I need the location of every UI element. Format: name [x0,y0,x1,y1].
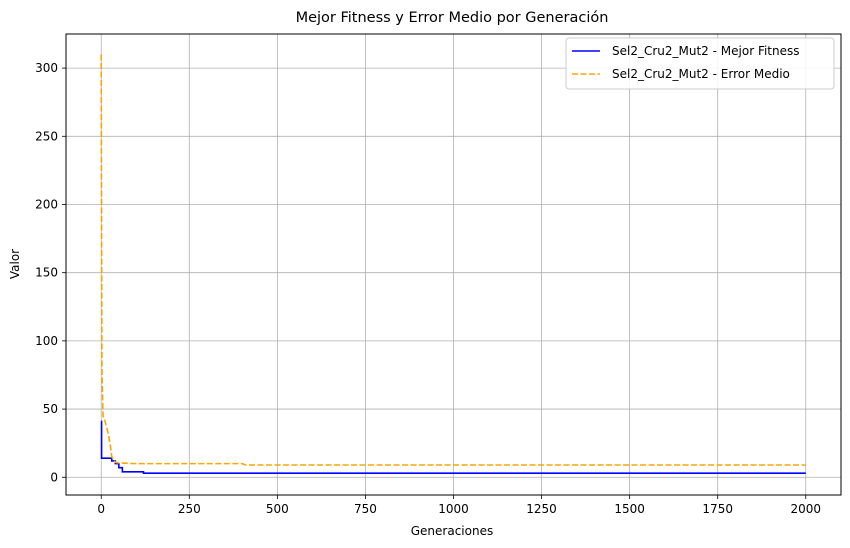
series-line-mejor-fitness [100,420,806,474]
x-tick-label: 500 [266,502,289,516]
x-tick-label: 1750 [702,502,733,516]
x-tick-label: 1500 [614,502,645,516]
y-tick-label: 50 [43,402,58,416]
x-tick-label: 250 [178,502,201,516]
x-tick-label: 0 [97,502,105,516]
x-axis-label: Generaciones [411,524,493,538]
y-axis-ticks: 0 50 100 150 200 250 300 [35,61,66,484]
legend-box [565,37,835,90]
x-tick-label: 1250 [526,502,557,516]
legend-label-error-medio: Sel2_Cru2_Mut2 - Error Medio [612,67,790,81]
grid-lines [66,34,841,495]
y-axis-label: Valor [8,249,22,279]
legend: Sel2_Cru2_Mut2 - Mejor Fitness Sel2_Cru2… [565,37,835,90]
y-tick-label: 150 [35,266,58,280]
y-tick-label: 100 [35,334,58,348]
y-tick-label: 250 [35,129,58,143]
x-tick-label: 1000 [438,502,469,516]
x-tick-label: 2000 [790,502,821,516]
series-layer [100,54,806,474]
y-tick-label: 300 [35,61,58,75]
x-tick-label: 750 [354,502,377,516]
y-tick-label: 200 [35,197,58,211]
legend-label-mejor-fitness: Sel2_Cru2_Mut2 - Mejor Fitness [612,44,800,58]
chart-title: Mejor Fitness y Error Medio por Generaci… [296,10,609,26]
y-tick-label: 0 [50,470,58,484]
x-axis-ticks: 0 250 500 750 1000 1250 1500 1750 2000 [97,495,821,516]
series-line-error-medio [100,54,806,466]
